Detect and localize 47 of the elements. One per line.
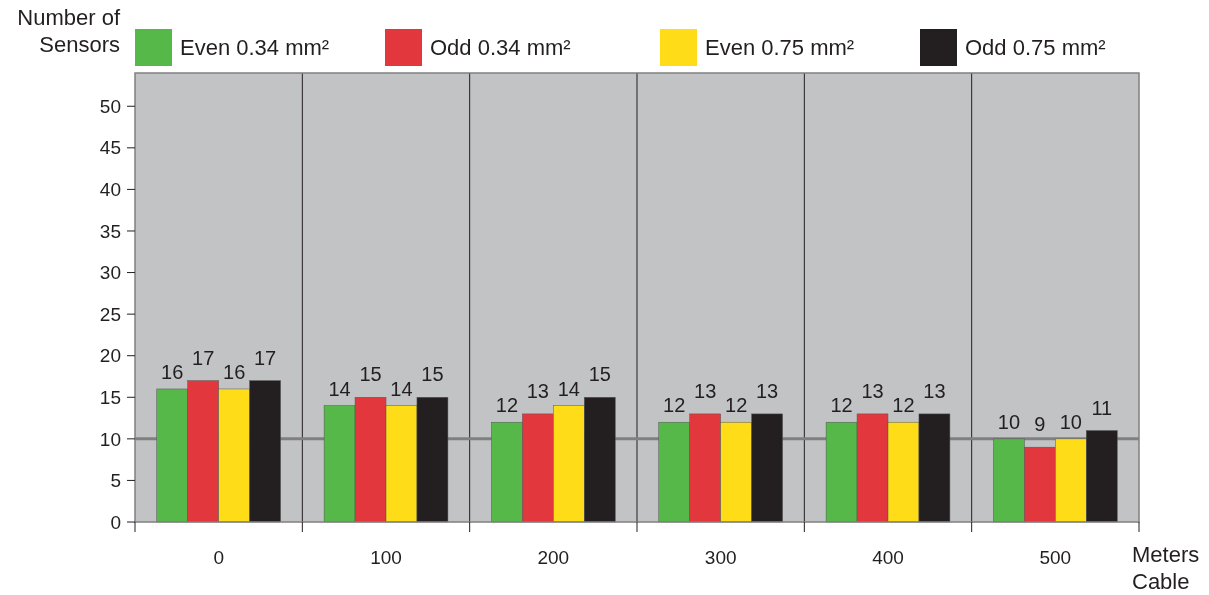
data-label: 14 (557, 377, 580, 400)
data-label: 15 (588, 363, 611, 386)
y-tick-label: 35 (99, 220, 121, 242)
data-label: 10 (1059, 410, 1082, 433)
legend-label: Even 0.75 mm² (705, 35, 855, 60)
y-tick-label: 20 (99, 345, 121, 367)
y-tick-label: 15 (99, 386, 121, 408)
y-tick-label: 10 (99, 428, 121, 450)
y-tick-label: 40 (99, 179, 121, 201)
y-axis-title: Number of Sensors (17, 5, 121, 57)
data-label: 14 (328, 377, 351, 400)
y-tick-label: 50 (99, 95, 121, 117)
data-label: 9 (1034, 413, 1046, 436)
x-tick-label: 500 (1039, 547, 1072, 568)
data-label: 13 (861, 379, 884, 402)
data-label: 11 (1091, 396, 1113, 419)
data-label: 17 (253, 346, 277, 369)
data-label: 13 (923, 379, 946, 402)
x-tick-label: 400 (872, 547, 904, 568)
y-tick-label: 0 (110, 511, 121, 533)
y-tick-label: 25 (99, 303, 121, 325)
data-label: 16 (223, 360, 246, 383)
data-label: 17 (192, 346, 215, 369)
x-tick-label: 200 (537, 547, 570, 568)
y-tick-label: 45 (99, 137, 121, 159)
data-label: 12 (495, 394, 519, 417)
data-label: 13 (694, 379, 717, 402)
y-tick-label: 5 (110, 470, 121, 492)
x-tick-label: 0 (213, 547, 224, 568)
data-label: 12 (892, 394, 915, 417)
data-label: 12 (725, 394, 748, 417)
data-label: 16 (161, 360, 184, 383)
x-tick-label: 100 (370, 547, 402, 568)
legend-label: Odd 0.34 mm² (430, 35, 571, 60)
data-label: 14 (390, 377, 413, 400)
data-label: 12 (830, 394, 853, 417)
data-label: 15 (421, 363, 444, 386)
y-tick-label: 30 (99, 262, 121, 284)
x-tick-label: 300 (704, 547, 737, 568)
data-label: 10 (997, 410, 1021, 433)
x-axis-title: Meters Cable (1132, 542, 1200, 594)
legend-label: Even 0.34 mm² (180, 35, 330, 60)
legend-label: Odd 0.75 mm² (965, 35, 1106, 60)
data-label: 12 (663, 394, 686, 417)
data-label: 15 (359, 363, 382, 386)
data-label: 13 (755, 379, 779, 402)
data-label: 13 (526, 379, 549, 402)
